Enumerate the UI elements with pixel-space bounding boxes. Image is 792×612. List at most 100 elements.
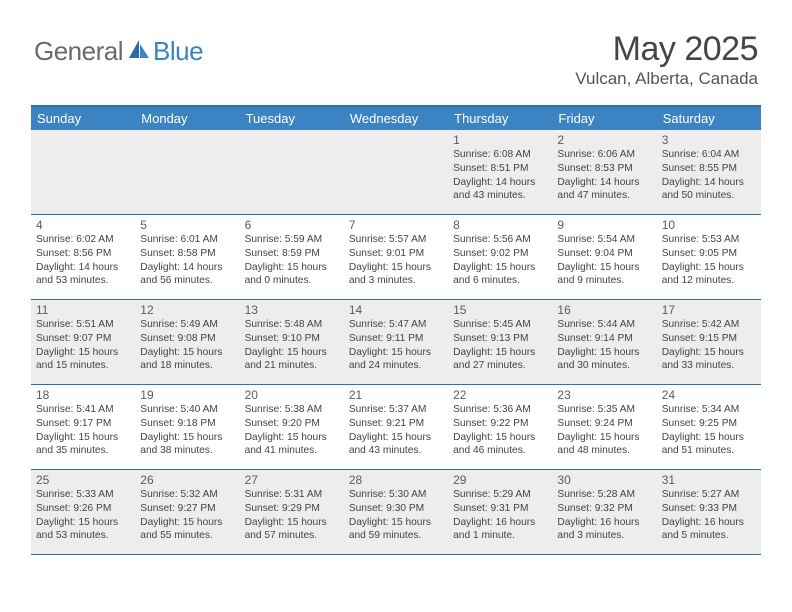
day-cell: 15Sunrise: 5:45 AMSunset: 9:13 PMDayligh…: [448, 300, 552, 384]
day-number: 10: [662, 218, 757, 232]
daylight: Daylight: 14 hours and 50 minutes.: [662, 176, 757, 204]
sunrise: Sunrise: 5:34 AM: [662, 403, 757, 417]
day-cell: 23Sunrise: 5:35 AMSunset: 9:24 PMDayligh…: [552, 385, 656, 469]
weekday-cell: Wednesday: [344, 107, 448, 130]
day-number: 17: [662, 303, 757, 317]
calendar: SundayMondayTuesdayWednesdayThursdayFrid…: [31, 105, 761, 555]
day-number: 23: [557, 388, 652, 402]
logo-text-blue: Blue: [153, 36, 203, 67]
day-cell: 6Sunrise: 5:59 AMSunset: 8:59 PMDaylight…: [240, 215, 344, 299]
day-number: 12: [140, 303, 235, 317]
title-block: May 2025 Vulcan, Alberta, Canada: [575, 30, 758, 89]
weekday-cell: Friday: [552, 107, 656, 130]
day-cell: 12Sunrise: 5:49 AMSunset: 9:08 PMDayligh…: [135, 300, 239, 384]
day-cell: 10Sunrise: 5:53 AMSunset: 9:05 PMDayligh…: [657, 215, 761, 299]
sunrise: Sunrise: 5:56 AM: [453, 233, 548, 247]
day-cell: 31Sunrise: 5:27 AMSunset: 9:33 PMDayligh…: [657, 470, 761, 554]
day-details: Sunrise: 5:41 AMSunset: 9:17 PMDaylight:…: [36, 403, 131, 458]
sunset: Sunset: 8:53 PM: [557, 162, 652, 176]
day-cell: 20Sunrise: 5:38 AMSunset: 9:20 PMDayligh…: [240, 385, 344, 469]
daylight: Daylight: 15 hours and 6 minutes.: [453, 261, 548, 289]
sunset: Sunset: 9:11 PM: [349, 332, 444, 346]
day-cell: [31, 130, 135, 214]
day-cell: 21Sunrise: 5:37 AMSunset: 9:21 PMDayligh…: [344, 385, 448, 469]
sunset: Sunset: 9:02 PM: [453, 247, 548, 261]
sunrise: Sunrise: 5:54 AM: [557, 233, 652, 247]
sunset: Sunset: 9:33 PM: [662, 502, 757, 516]
daylight: Daylight: 14 hours and 43 minutes.: [453, 176, 548, 204]
daylight: Daylight: 15 hours and 18 minutes.: [140, 346, 235, 374]
daylight: Daylight: 14 hours and 56 minutes.: [140, 261, 235, 289]
day-details: Sunrise: 5:45 AMSunset: 9:13 PMDaylight:…: [453, 318, 548, 373]
daylight: Daylight: 14 hours and 47 minutes.: [557, 176, 652, 204]
day-cell: [344, 130, 448, 214]
day-number: 27: [245, 473, 340, 487]
sunrise: Sunrise: 5:32 AM: [140, 488, 235, 502]
day-cell: 30Sunrise: 5:28 AMSunset: 9:32 PMDayligh…: [552, 470, 656, 554]
day-cell: 27Sunrise: 5:31 AMSunset: 9:29 PMDayligh…: [240, 470, 344, 554]
day-details: Sunrise: 5:31 AMSunset: 9:29 PMDaylight:…: [245, 488, 340, 543]
daylight: Daylight: 15 hours and 24 minutes.: [349, 346, 444, 374]
sunrise: Sunrise: 5:49 AM: [140, 318, 235, 332]
sunrise: Sunrise: 5:41 AM: [36, 403, 131, 417]
sunset: Sunset: 9:01 PM: [349, 247, 444, 261]
day-details: Sunrise: 5:44 AMSunset: 9:14 PMDaylight:…: [557, 318, 652, 373]
day-cell: 17Sunrise: 5:42 AMSunset: 9:15 PMDayligh…: [657, 300, 761, 384]
day-details: Sunrise: 5:54 AMSunset: 9:04 PMDaylight:…: [557, 233, 652, 288]
sunrise: Sunrise: 5:33 AM: [36, 488, 131, 502]
daylight: Daylight: 14 hours and 53 minutes.: [36, 261, 131, 289]
sunrise: Sunrise: 6:02 AM: [36, 233, 131, 247]
sunset: Sunset: 9:27 PM: [140, 502, 235, 516]
day-number: 16: [557, 303, 652, 317]
sunrise: Sunrise: 5:30 AM: [349, 488, 444, 502]
sunset: Sunset: 9:18 PM: [140, 417, 235, 431]
daylight: Daylight: 15 hours and 9 minutes.: [557, 261, 652, 289]
daylight: Daylight: 15 hours and 43 minutes.: [349, 431, 444, 459]
sunset: Sunset: 9:10 PM: [245, 332, 340, 346]
daylight: Daylight: 15 hours and 27 minutes.: [453, 346, 548, 374]
sunset: Sunset: 9:05 PM: [662, 247, 757, 261]
month-title: May 2025: [575, 30, 758, 69]
day-details: Sunrise: 5:29 AMSunset: 9:31 PMDaylight:…: [453, 488, 548, 543]
daylight: Daylight: 15 hours and 53 minutes.: [36, 516, 131, 544]
day-cell: 19Sunrise: 5:40 AMSunset: 9:18 PMDayligh…: [135, 385, 239, 469]
sunset: Sunset: 9:04 PM: [557, 247, 652, 261]
day-details: Sunrise: 5:30 AMSunset: 9:30 PMDaylight:…: [349, 488, 444, 543]
day-number: 14: [349, 303, 444, 317]
day-cell: 28Sunrise: 5:30 AMSunset: 9:30 PMDayligh…: [344, 470, 448, 554]
day-details: Sunrise: 6:08 AMSunset: 8:51 PMDaylight:…: [453, 148, 548, 203]
day-number: 20: [245, 388, 340, 402]
day-number: 29: [453, 473, 548, 487]
daylight: Daylight: 15 hours and 38 minutes.: [140, 431, 235, 459]
day-details: Sunrise: 5:37 AMSunset: 9:21 PMDaylight:…: [349, 403, 444, 458]
day-number: 11: [36, 303, 131, 317]
weekday-cell: Thursday: [448, 107, 552, 130]
week-row: 25Sunrise: 5:33 AMSunset: 9:26 PMDayligh…: [31, 470, 761, 555]
day-cell: 26Sunrise: 5:32 AMSunset: 9:27 PMDayligh…: [135, 470, 239, 554]
sunrise: Sunrise: 5:28 AM: [557, 488, 652, 502]
day-number: 13: [245, 303, 340, 317]
sunset: Sunset: 8:55 PM: [662, 162, 757, 176]
day-details: Sunrise: 5:36 AMSunset: 9:22 PMDaylight:…: [453, 403, 548, 458]
day-details: Sunrise: 6:06 AMSunset: 8:53 PMDaylight:…: [557, 148, 652, 203]
weeks-container: 1Sunrise: 6:08 AMSunset: 8:51 PMDaylight…: [31, 130, 761, 555]
daylight: Daylight: 15 hours and 48 minutes.: [557, 431, 652, 459]
sunset: Sunset: 9:15 PM: [662, 332, 757, 346]
day-number: 30: [557, 473, 652, 487]
daylight: Daylight: 16 hours and 5 minutes.: [662, 516, 757, 544]
logo-text-general: General: [34, 36, 123, 67]
day-cell: 1Sunrise: 6:08 AMSunset: 8:51 PMDaylight…: [448, 130, 552, 214]
day-number: 31: [662, 473, 757, 487]
day-details: Sunrise: 6:02 AMSunset: 8:56 PMDaylight:…: [36, 233, 131, 288]
day-cell: 4Sunrise: 6:02 AMSunset: 8:56 PMDaylight…: [31, 215, 135, 299]
sunrise: Sunrise: 5:59 AM: [245, 233, 340, 247]
day-cell: 13Sunrise: 5:48 AMSunset: 9:10 PMDayligh…: [240, 300, 344, 384]
day-number: 18: [36, 388, 131, 402]
sunrise: Sunrise: 6:08 AM: [453, 148, 548, 162]
sunset: Sunset: 9:17 PM: [36, 417, 131, 431]
weekday-cell: Sunday: [31, 107, 135, 130]
sunset: Sunset: 9:20 PM: [245, 417, 340, 431]
sunset: Sunset: 9:25 PM: [662, 417, 757, 431]
daylight: Daylight: 15 hours and 46 minutes.: [453, 431, 548, 459]
day-details: Sunrise: 5:28 AMSunset: 9:32 PMDaylight:…: [557, 488, 652, 543]
